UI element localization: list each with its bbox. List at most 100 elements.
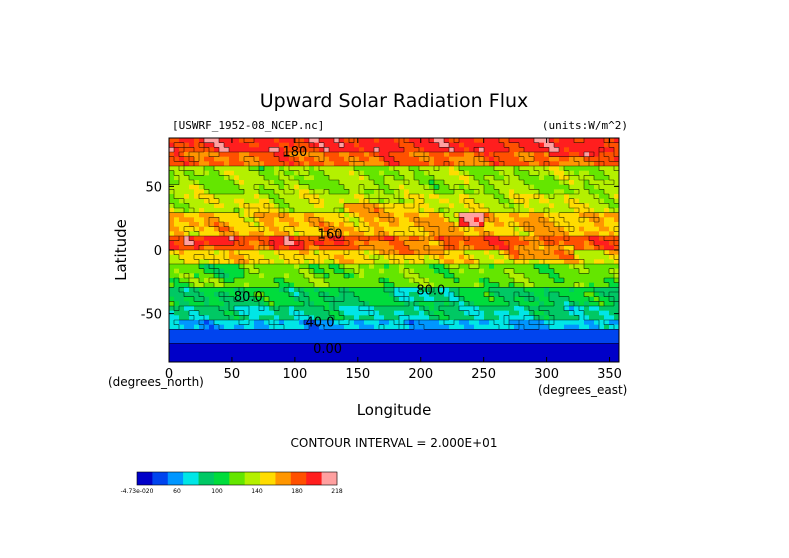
heatmap-cell <box>464 320 470 326</box>
heatmap-cell <box>509 315 515 321</box>
heatmap-cell <box>499 320 505 326</box>
heatmap-cell <box>549 315 555 321</box>
heatmap-cell <box>314 292 320 298</box>
heatmap-cell <box>524 142 530 148</box>
heatmap-cell <box>354 268 360 274</box>
heatmap-cell <box>409 352 415 358</box>
heatmap-cell <box>614 175 620 181</box>
heatmap-cell <box>314 324 320 330</box>
heatmap-cell <box>399 240 405 246</box>
colorbar-label: 60 <box>173 488 181 495</box>
heatmap-cell <box>549 166 555 172</box>
heatmap-cell <box>349 296 355 302</box>
heatmap-cell <box>589 147 595 153</box>
heatmap-cell <box>464 268 470 274</box>
heatmap-cell <box>534 231 540 237</box>
heatmap-cell <box>579 348 585 354</box>
heatmap-cell <box>459 357 465 363</box>
heatmap-cell <box>404 240 410 246</box>
heatmap-cell <box>409 282 415 288</box>
heatmap-cell <box>584 194 590 200</box>
heatmap-cell <box>174 236 180 242</box>
heatmap-cell <box>174 198 180 204</box>
heatmap-cell <box>604 189 610 195</box>
heatmap-cell <box>204 222 210 228</box>
heatmap-cell <box>239 147 245 153</box>
heatmap-cell <box>339 334 345 340</box>
heatmap-cell <box>564 180 570 186</box>
heatmap-cell <box>329 156 335 162</box>
heatmap-cell <box>359 282 365 288</box>
heatmap-cell <box>369 273 375 279</box>
heatmap-cell <box>514 156 520 162</box>
heatmap-cell <box>469 166 475 172</box>
heatmap-cell <box>349 343 355 349</box>
heatmap-cell <box>369 320 375 326</box>
heatmap-cell <box>249 292 255 298</box>
heatmap-cell <box>314 194 320 200</box>
heatmap-cell <box>274 194 280 200</box>
heatmap-cell <box>249 212 255 218</box>
heatmap-cell <box>484 268 490 274</box>
heatmap-cell <box>319 194 325 200</box>
heatmap-cell <box>189 245 195 251</box>
heatmap-cell <box>394 310 400 316</box>
heatmap-cell <box>474 334 480 340</box>
heatmap-cell <box>444 161 450 167</box>
heatmap-cell <box>419 338 425 344</box>
heatmap-cell <box>589 254 595 260</box>
heatmap-cell <box>494 338 500 344</box>
heatmap-cell <box>199 334 205 340</box>
heatmap-cell <box>199 282 205 288</box>
heatmap-cell <box>244 357 250 363</box>
heatmap-cell <box>374 287 380 293</box>
heatmap-cell <box>389 259 395 265</box>
heatmap-cell <box>584 301 590 307</box>
y-tick-label: -50 <box>141 308 162 323</box>
heatmap-cell <box>349 189 355 195</box>
heatmap-cell <box>329 217 335 223</box>
heatmap-cell <box>234 203 240 209</box>
heatmap-cell <box>374 147 380 153</box>
heatmap-cell <box>349 357 355 363</box>
heatmap-cell <box>489 357 495 363</box>
heatmap-cell <box>304 287 310 293</box>
heatmap-cell <box>319 138 325 144</box>
heatmap-cell <box>229 254 235 260</box>
heatmap-cell <box>434 287 440 293</box>
heatmap-cell <box>339 184 345 190</box>
heatmap-cell <box>329 268 335 274</box>
heatmap-cell <box>559 217 565 223</box>
heatmap-cell <box>299 217 305 223</box>
heatmap-cell <box>524 161 530 167</box>
heatmap-cell <box>474 194 480 200</box>
heatmap-cell <box>504 264 510 270</box>
heatmap-cell <box>394 315 400 321</box>
heatmap-cell <box>604 194 610 200</box>
heatmap-cell <box>404 310 410 316</box>
heatmap-cell <box>289 278 295 284</box>
heatmap-cell <box>264 287 270 293</box>
heatmap-cell <box>199 259 205 265</box>
heatmap-cell <box>514 264 520 270</box>
heatmap-cell <box>599 208 605 214</box>
heatmap-cell <box>264 282 270 288</box>
heatmap-cell <box>444 236 450 242</box>
heatmap-cell <box>284 259 290 265</box>
heatmap-cell <box>534 315 540 321</box>
heatmap-cell <box>419 296 425 302</box>
heatmap-cell <box>444 282 450 288</box>
heatmap-cell <box>174 348 180 354</box>
heatmap-cell <box>344 296 350 302</box>
heatmap-cell <box>584 166 590 172</box>
heatmap-cell <box>324 161 330 167</box>
heatmap-cell <box>189 212 195 218</box>
heatmap-cell <box>369 222 375 228</box>
heatmap-cell <box>589 292 595 298</box>
heatmap-cell <box>604 352 610 358</box>
heatmap-cell <box>169 240 175 246</box>
heatmap-cell <box>414 175 420 181</box>
heatmap-cell <box>204 338 210 344</box>
heatmap-cell <box>549 161 555 167</box>
